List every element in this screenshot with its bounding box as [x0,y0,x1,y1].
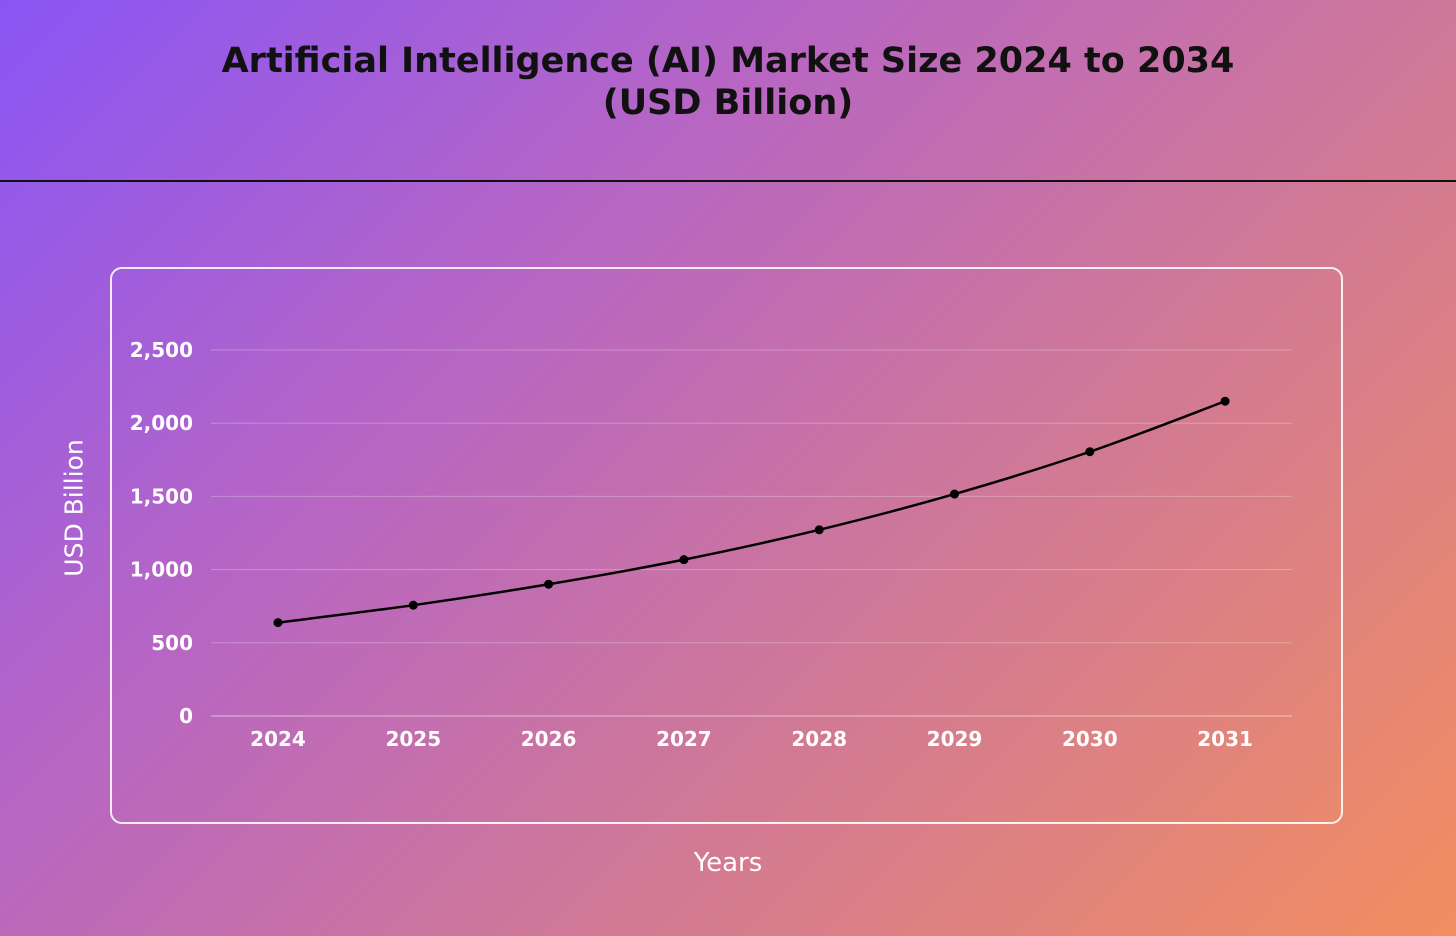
x-tick-label: 2026 [521,727,577,751]
point-layer [273,396,1230,628]
y-tick-label: 500 [151,631,193,655]
data-point [814,525,824,535]
data-point [544,579,554,589]
x-tick-label: 2024 [250,727,306,751]
x-tick-label: 2031 [1197,727,1253,751]
y-tick-label: 2,000 [130,411,193,435]
data-point [408,600,418,610]
series-layer [277,400,1226,624]
y-tick-label: 1,000 [130,558,193,582]
x-tick-label: 2027 [656,727,712,751]
data-point [679,555,689,565]
y-tick-label: 0 [179,704,193,728]
x-tick-layer: 2024 2025 2026 2027 2028 2029 2030 2031 [250,727,1253,751]
series-line [277,400,1226,624]
y-tick-label: 1,500 [130,484,193,508]
y-tick-layer: 0 500 1,000 1,500 2,000 2,500 [130,338,193,728]
data-point [950,489,959,499]
x-axis-label: Years [693,848,763,878]
data-point [1085,447,1095,457]
chart-title-line-2: (USD Billion) [602,83,854,123]
x-tick-label: 2029 [927,727,983,751]
y-tick-label: 2,500 [130,338,193,362]
data-point [1220,396,1230,406]
grid-layer [211,349,1292,717]
chart-title: Artificial Intelligence (AI) Market Size… [0,40,1456,124]
x-tick-label: 2030 [1062,727,1118,751]
title-divider [0,180,1456,182]
chart-panel [110,267,1343,824]
data-point [273,618,283,628]
x-tick-label: 2025 [385,727,441,751]
x-tick-label: 2028 [791,727,847,751]
chart-title-line-1: Artificial Intelligence (AI) Market Size… [221,41,1235,81]
